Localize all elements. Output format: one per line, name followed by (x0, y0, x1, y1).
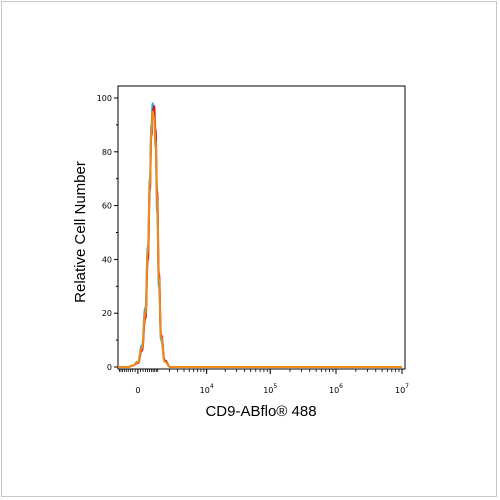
x-axis-label: CD9-ABflo® 488 (205, 403, 316, 420)
x-tick-label: 104 (200, 383, 214, 395)
y-axis-label: Relative Cell Number (72, 161, 89, 303)
x-tick-label: 105 (263, 383, 277, 395)
series-line (118, 110, 402, 369)
series-group (118, 102, 402, 369)
y-axis: 0 20 40 60 80 100 (97, 94, 118, 372)
plot-area (117, 85, 406, 370)
y-tick-label: 20 (102, 309, 112, 318)
x-tick-label: 0 (135, 386, 140, 395)
x-tick-label: 107 (395, 383, 409, 395)
x-axis: 0 104 105 106 107 (119, 369, 409, 395)
y-tick-label: 80 (102, 148, 112, 157)
y-tick-label: 100 (97, 94, 112, 103)
y-tick-label: 60 (102, 202, 112, 211)
y-tick-label: 40 (102, 255, 112, 264)
y-tick-label: 0 (107, 363, 112, 372)
x-tick-label: 106 (329, 383, 343, 395)
